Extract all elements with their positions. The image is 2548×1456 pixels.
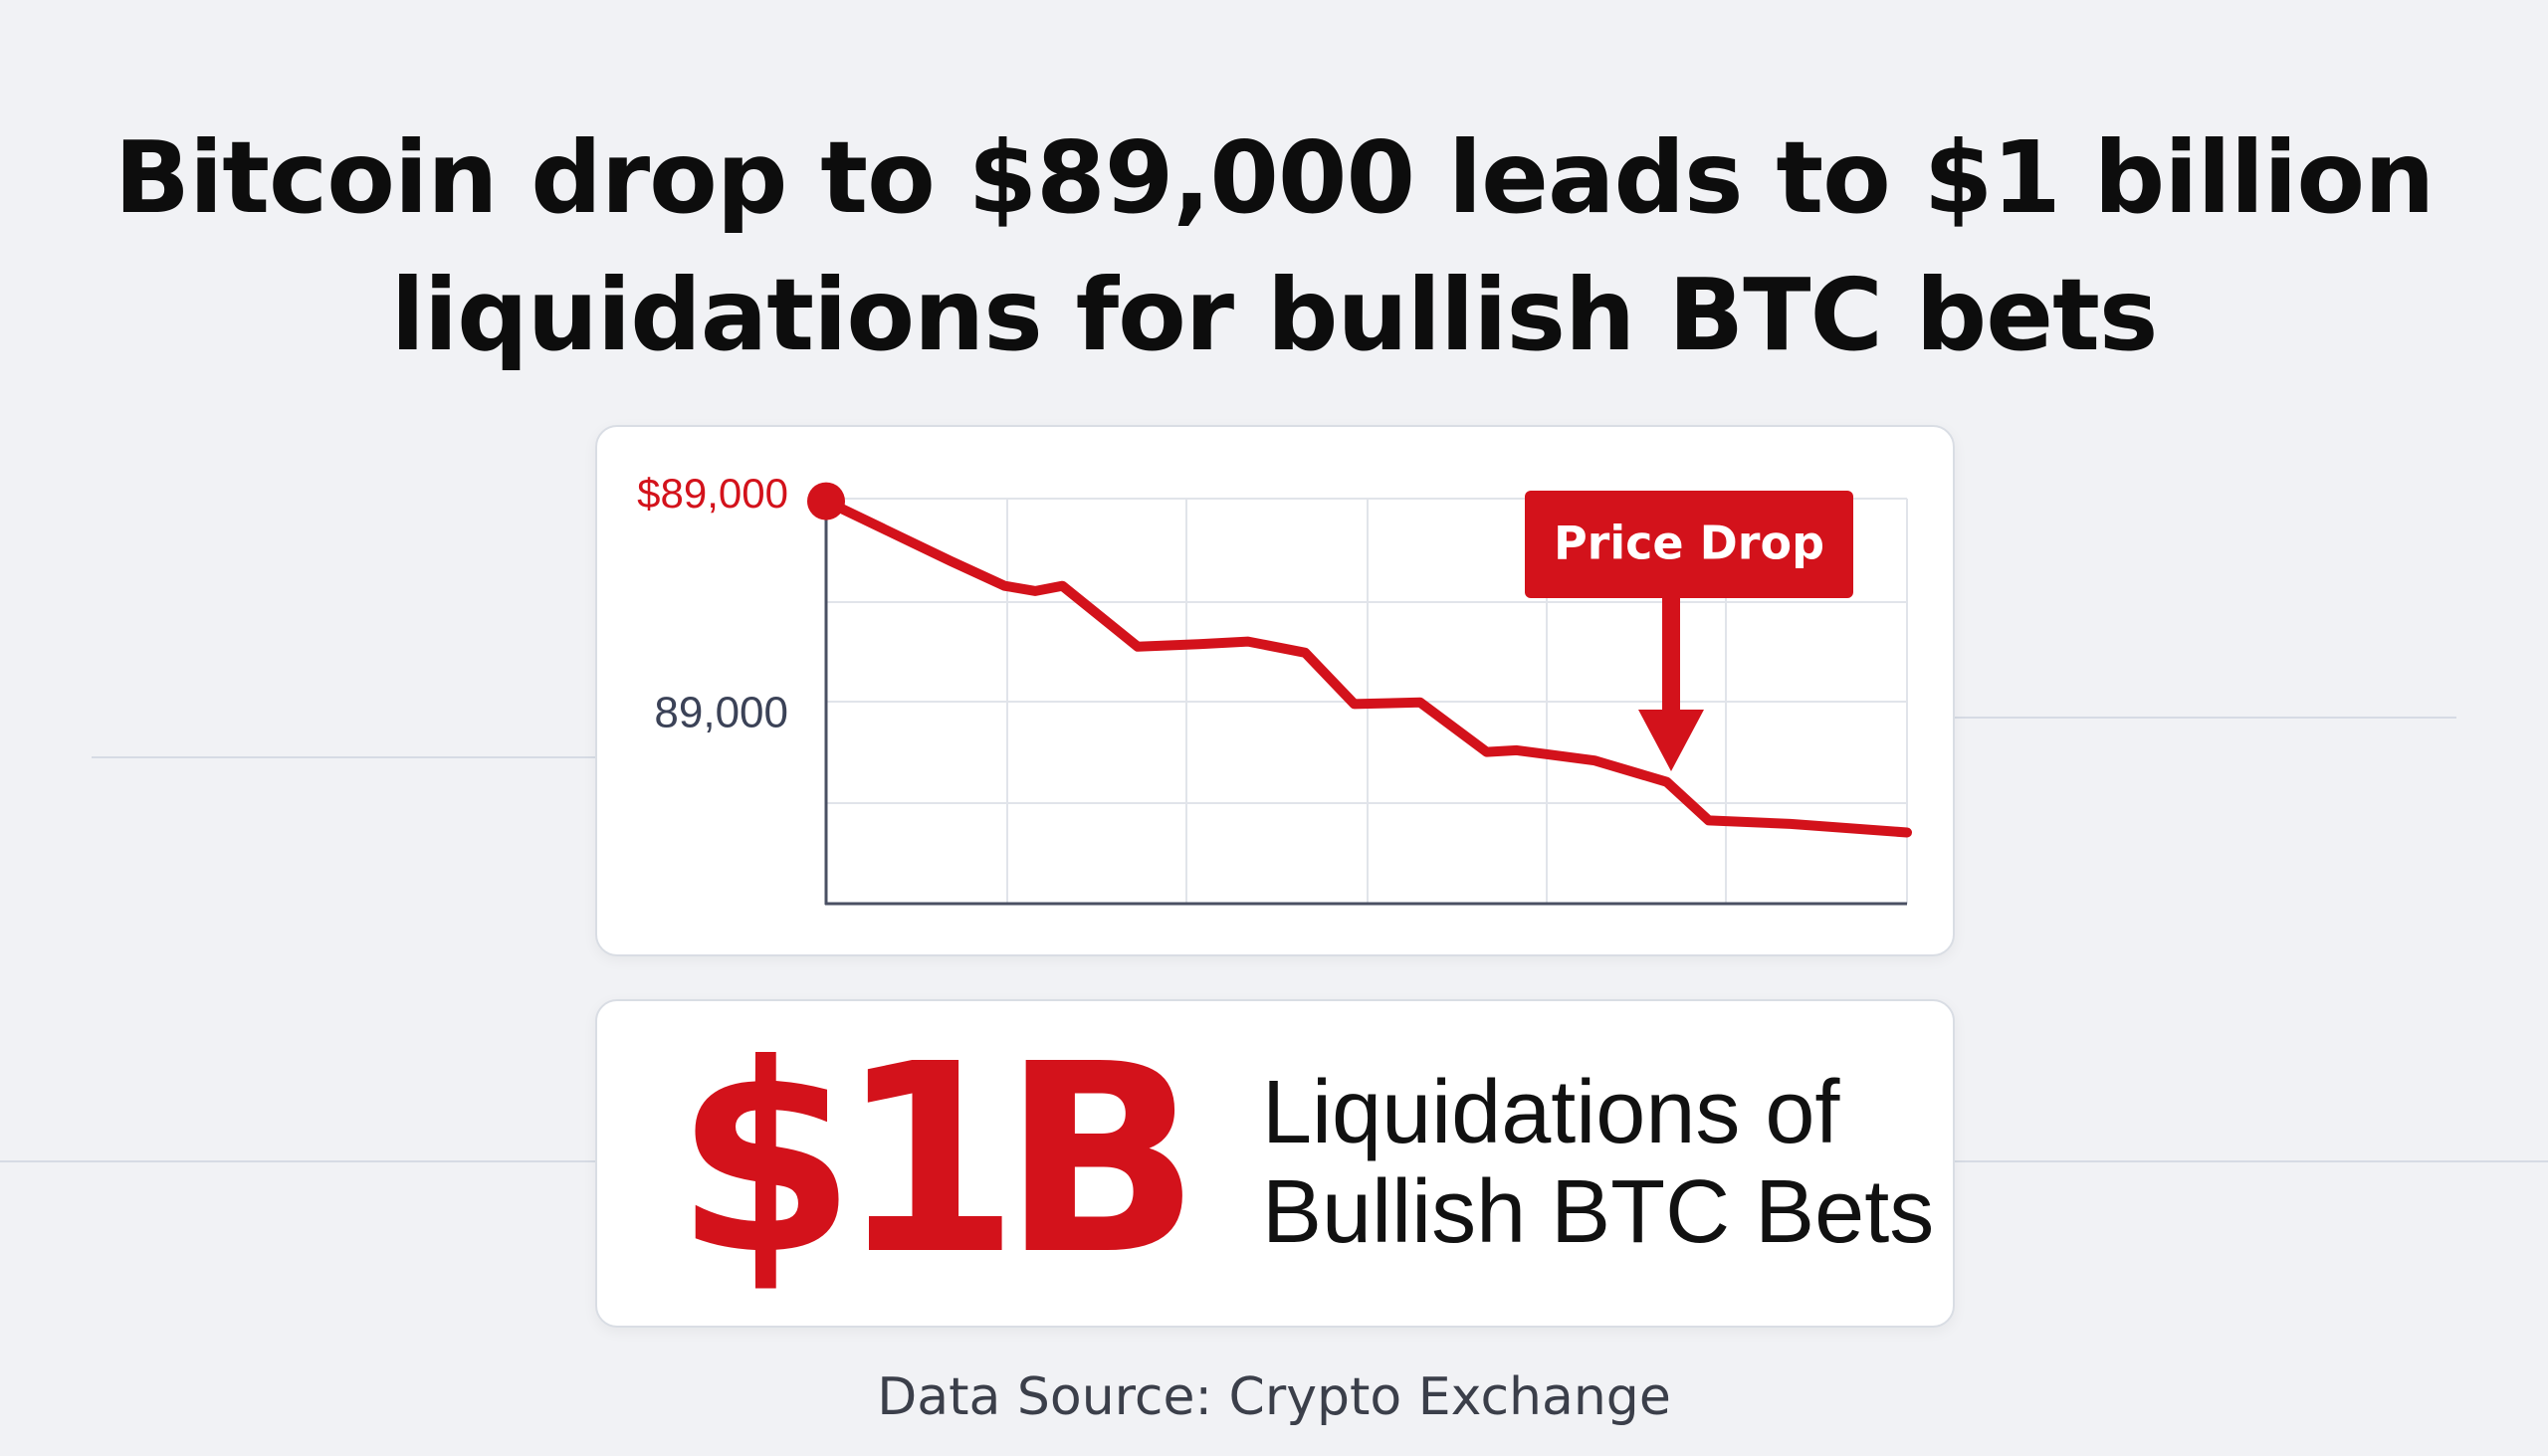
start-price-label: $89,000: [637, 470, 788, 517]
background-line-left: [92, 756, 597, 758]
down-arrow-shaft: [1662, 598, 1680, 716]
liquidation-description-line-1: Liquidations of: [1262, 1063, 1840, 1162]
start-point-marker: [807, 482, 845, 520]
headline: Bitcoin drop to $89,000 leads to $1 bill…: [80, 109, 2468, 384]
price-chart-card: 89,000 $89,000 Price Drop: [595, 425, 1955, 956]
price-drop-callout-label: Price Drop: [1554, 517, 1824, 570]
data-source-note: Data Source: Crypto Exchange: [877, 1367, 1671, 1427]
background-line-right: [1949, 717, 2456, 719]
down-arrow-head: [1638, 710, 1704, 771]
price-line: [821, 496, 1912, 838]
headline-line-1: Bitcoin drop to $89,000 leads to $1 bill…: [113, 119, 2436, 236]
liquidation-stat-card: $1B Liquidations of Bullish BTC Bets: [595, 999, 1955, 1328]
headline-line-2: liquidations for bullish BTC bets: [390, 257, 2159, 373]
liquidation-description-line-2: Bullish BTC Bets: [1262, 1162, 1935, 1262]
price-chart: 89,000 $89,000 Price Drop: [637, 470, 1912, 906]
y-tick-label: 89,000: [654, 689, 788, 737]
liquidation-description: Liquidations of Bullish BTC Bets: [1262, 1063, 1935, 1262]
price-drop-callout: [1525, 491, 1853, 598]
liquidation-amount: $1B: [675, 1008, 1200, 1312]
